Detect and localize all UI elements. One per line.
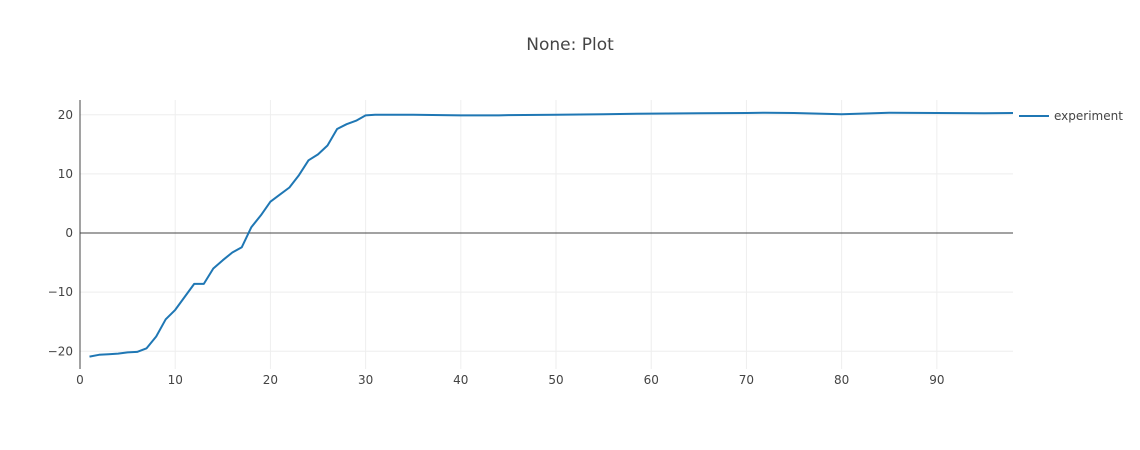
legend[interactable]: experiment [1019,109,1123,123]
grid-layer [80,100,1013,369]
x-tick-label: 30 [358,373,373,387]
series-line-experiment [89,111,1014,358]
x-tick-label: 20 [263,373,278,387]
y-tick-label: 0 [65,226,73,240]
x-tick-label: 40 [453,373,468,387]
x-tick-label: 90 [929,373,944,387]
x-tick-label: 70 [739,373,754,387]
x-tick-label: 60 [644,373,659,387]
x-tick-label: 50 [548,373,563,387]
x-tick-label: 80 [834,373,849,387]
y-tick-label: 10 [58,167,73,181]
y-tick-label: −20 [48,344,73,358]
y-tick-label: −10 [48,285,73,299]
x-tick-label: 10 [168,373,183,387]
axis-layer: 0 10 20 30 40 50 60 70 80 90 −20 −10 0 10 20 [48,100,944,387]
series-layer [89,111,1014,358]
legend-label[interactable]: experiment [1054,109,1123,123]
y-tick-label: 20 [58,108,73,122]
x-tick-label: 0 [76,373,84,387]
chart-title: None: Plot [526,35,614,55]
